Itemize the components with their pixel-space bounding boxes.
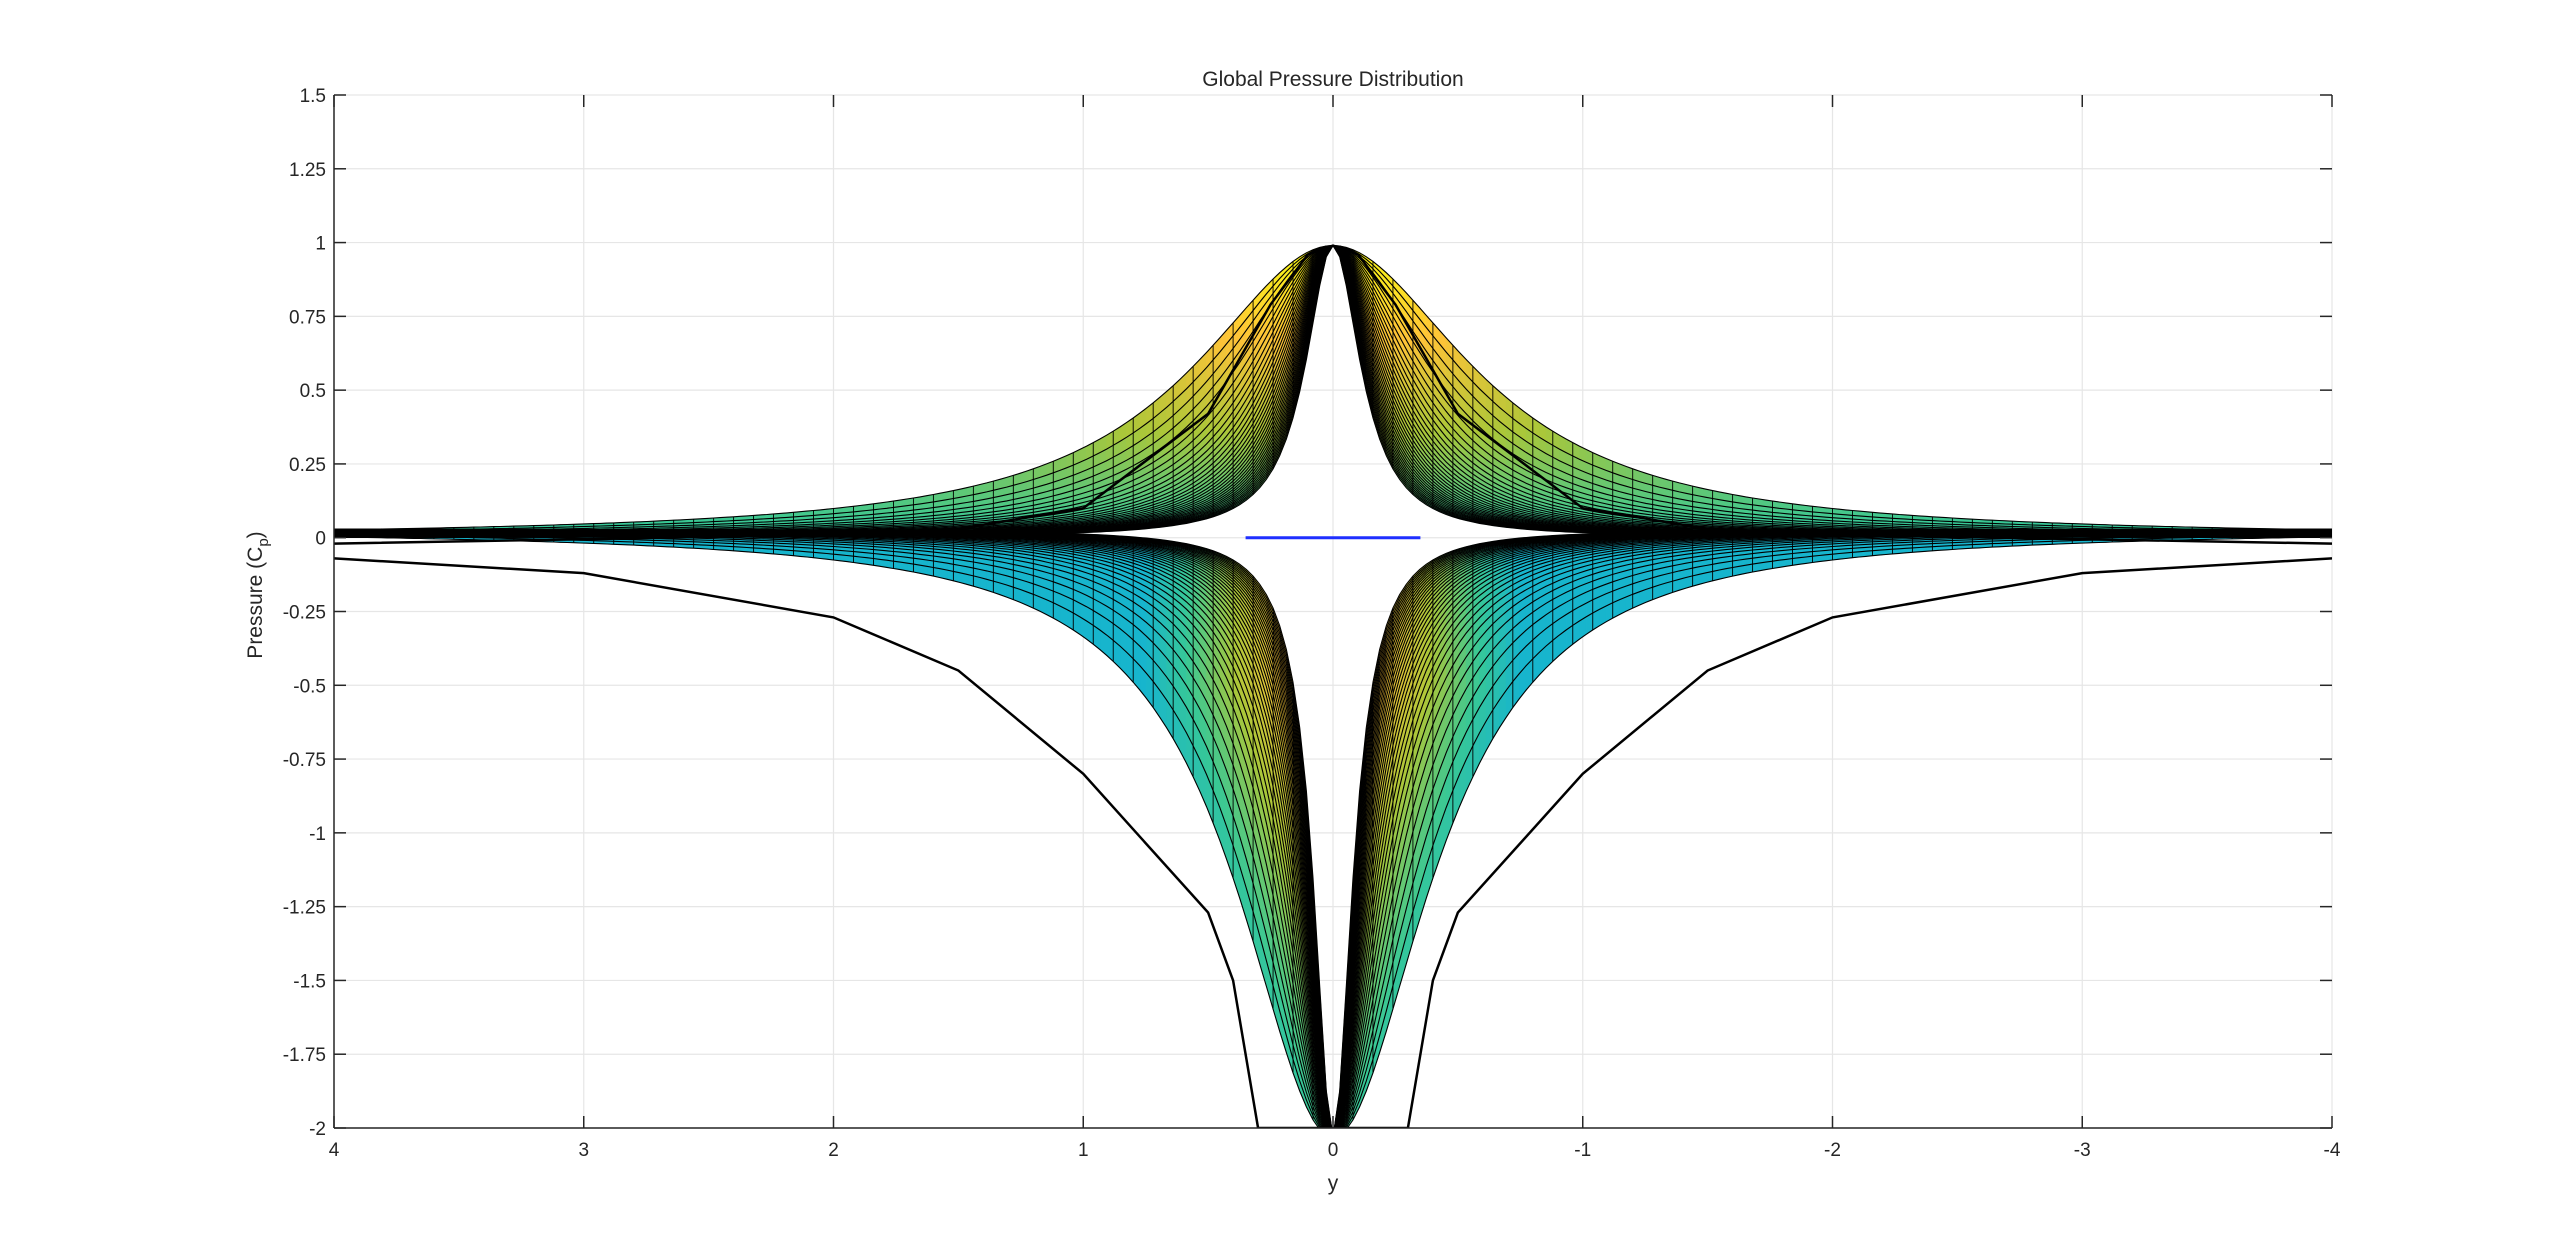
pressure-surface bbox=[334, 244, 2332, 1128]
grid-lines bbox=[333, 94, 2333, 1129]
surface-mesh bbox=[334, 244, 2332, 1128]
